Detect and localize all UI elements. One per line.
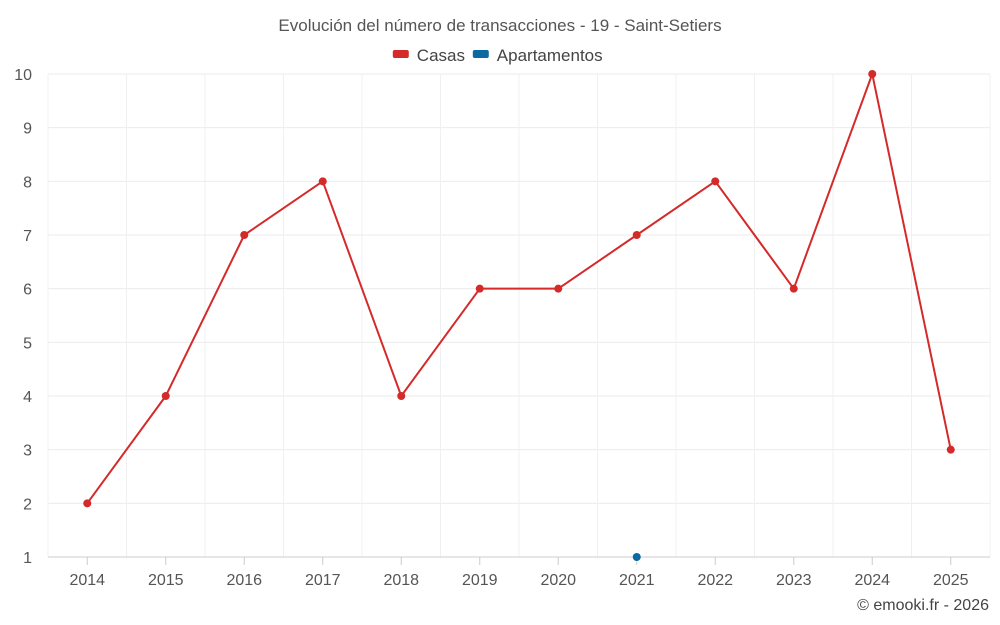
x-tick-label: 2019 <box>462 572 498 589</box>
legend: Casas Apartamentos <box>392 46 603 65</box>
y-tick-label: 10 <box>14 67 32 84</box>
axes: 1 2 3 4 5 6 7 8 9 10 2014 2015 2016 2017 2018 2019 2020 2… <box>14 67 990 589</box>
x-tick-label: 2015 <box>148 572 184 589</box>
data-point[interactable] <box>240 231 249 239</box>
data-point[interactable] <box>711 177 720 186</box>
y-tick-label: 9 <box>23 121 32 138</box>
data-point[interactable] <box>554 284 563 293</box>
data-point[interactable] <box>397 392 406 400</box>
chart-title: Evolución del número de transacciones - … <box>278 16 721 35</box>
data-point[interactable] <box>161 392 170 400</box>
x-tick-label: 2016 <box>226 572 262 589</box>
data-point[interactable] <box>632 553 641 561</box>
y-tick-label: 6 <box>23 282 32 299</box>
data-point[interactable] <box>789 284 798 293</box>
data-point[interactable] <box>946 445 955 454</box>
y-tick-label: 8 <box>23 174 32 191</box>
legend-swatch <box>392 50 409 58</box>
legend-label[interactable]: Apartamentos <box>497 46 603 65</box>
series-group <box>83 70 955 561</box>
data-point[interactable] <box>475 284 484 293</box>
x-tick-label: 2018 <box>383 572 419 589</box>
y-tick-label: 1 <box>23 550 32 567</box>
credit-text: © emooki.fr - 2026 <box>857 597 989 614</box>
x-tick-label: 2017 <box>305 572 341 589</box>
data-point[interactable] <box>318 177 327 186</box>
data-point[interactable] <box>868 70 877 78</box>
x-tick-label: 2025 <box>933 572 969 589</box>
x-tick-label: 2021 <box>619 572 655 589</box>
data-point[interactable] <box>83 499 92 508</box>
x-tick-label: 2020 <box>540 572 576 589</box>
x-tick-label: 2014 <box>69 572 105 589</box>
x-tick-label: 2022 <box>697 572 733 589</box>
series-line-0 <box>86 73 952 504</box>
y-tick-label: 5 <box>23 335 32 352</box>
data-point[interactable] <box>632 231 641 239</box>
x-tick-label: 2024 <box>854 572 890 589</box>
legend-swatch <box>472 50 489 58</box>
y-tick-label: 4 <box>23 389 32 406</box>
y-tick-label: 7 <box>23 228 32 245</box>
grid <box>47 73 991 558</box>
y-tick-label: 3 <box>23 443 32 460</box>
y-tick-label: 2 <box>23 496 32 513</box>
x-tick-label: 2023 <box>776 572 812 589</box>
legend-label[interactable]: Casas <box>417 46 465 65</box>
